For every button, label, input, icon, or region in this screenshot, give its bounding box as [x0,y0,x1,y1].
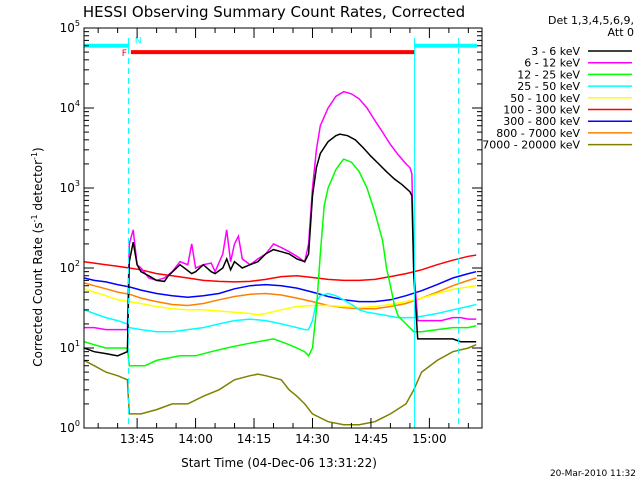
night-flag-label: N [135,37,142,47]
series-line-6-12-kev-kev [84,90,477,331]
chart-title: HESSI Observing Summary Count Rates, Cor… [83,3,465,21]
legend-entry-label: 3 - 6 keV [531,45,580,58]
axes: 13:45 14:00 14:15 14:30 14:45 15:001001011021… [60,19,483,446]
series-line-25-50-kev-kev [84,292,477,333]
y-tick-exponent: 1 [75,339,80,348]
y-tick-exponent: 2 [75,259,80,268]
plot-frame [83,27,483,429]
observing-flags: FN [84,37,477,428]
x-tick-label: 14:45 [354,432,389,446]
legend-entry-label: 12 - 25 keV [517,68,580,81]
series-line-3-6-kev-kev [84,133,477,357]
y-axis-label: Corrected Count Rate (s-1 detector-1) [30,147,45,366]
y-tick-exponent: 4 [75,99,80,108]
footer-timestamp: 20-Mar-2010 11:32 [550,469,636,479]
y-tick-label: 105 [60,19,80,35]
y-tick-base: 10 [60,21,75,35]
y-tick-exponent: 3 [75,179,80,188]
y-tick-base: 10 [60,341,75,355]
series-line-12-25-kev-kev [84,158,477,367]
x-axis-label: Start Time (04-Dec-06 13:31:22) [181,456,377,470]
y-axis-label-exponent: -1 [30,152,39,160]
y-tick-label: 101 [60,339,80,355]
legend-entry-label: 7000 - 20000 keV [482,139,580,152]
series-line-800-7000-kev-kev [84,277,477,310]
y-axis-label-part: Corrected Count Rate (s [31,222,45,366]
series-line-300-800-kev-kev [84,270,477,303]
legend-entry-label: 300 - 800 keV [503,115,580,128]
y-tick-exponent: 5 [75,19,80,28]
x-tick-label: 14:30 [295,432,330,446]
x-tick-label: 13:45 [120,432,155,446]
legend-header: Det 1,3,4,5,6,9, Att 0 [548,14,634,39]
y-axis-label-exponent: -1 [30,214,39,222]
y-tick-label: 102 [60,259,80,275]
y-tick-base: 10 [60,421,75,435]
plot-area: FN [84,37,477,428]
series-line-7000-20000-kev-kev [84,344,477,426]
legend-entry-label: 800 - 7000 keV [496,127,580,140]
x-tick-label: 14:15 [237,432,272,446]
y-tick-exponent: 0 [75,419,80,428]
x-tick-label: 15:00 [412,432,447,446]
series-group [84,90,477,426]
series-line-100-300-kev-kev [84,254,477,283]
legend-entry-label: 100 - 300 keV [503,104,580,117]
y-axis-label-part: detector [31,160,45,215]
x-tick-label: 14:00 [178,432,213,446]
series-line-50-100-kev-kev [84,284,477,316]
y-tick-label: 104 [60,99,80,115]
flare-flag-label: F [122,49,127,59]
svg-text:Corrected Count Rate (s-1 dete: Corrected Count Rate (s-1 detector-1) [30,147,45,366]
legend-header-line: Det 1,3,4,5,6,9, [548,14,634,27]
legend-entry-label: 25 - 50 keV [517,80,580,93]
y-tick-label: 103 [60,179,80,195]
legend-header-line: Att 0 [608,26,634,39]
y-axis-label-part: ) [31,147,45,152]
y-tick-base: 10 [60,261,75,275]
legend-entry-label: 6 - 12 keV [524,57,580,70]
legend-entry-label: 50 - 100 keV [510,92,580,105]
y-tick-base: 10 [60,181,75,195]
y-tick-base: 10 [60,101,75,115]
y-tick-label: 100 [60,419,80,435]
